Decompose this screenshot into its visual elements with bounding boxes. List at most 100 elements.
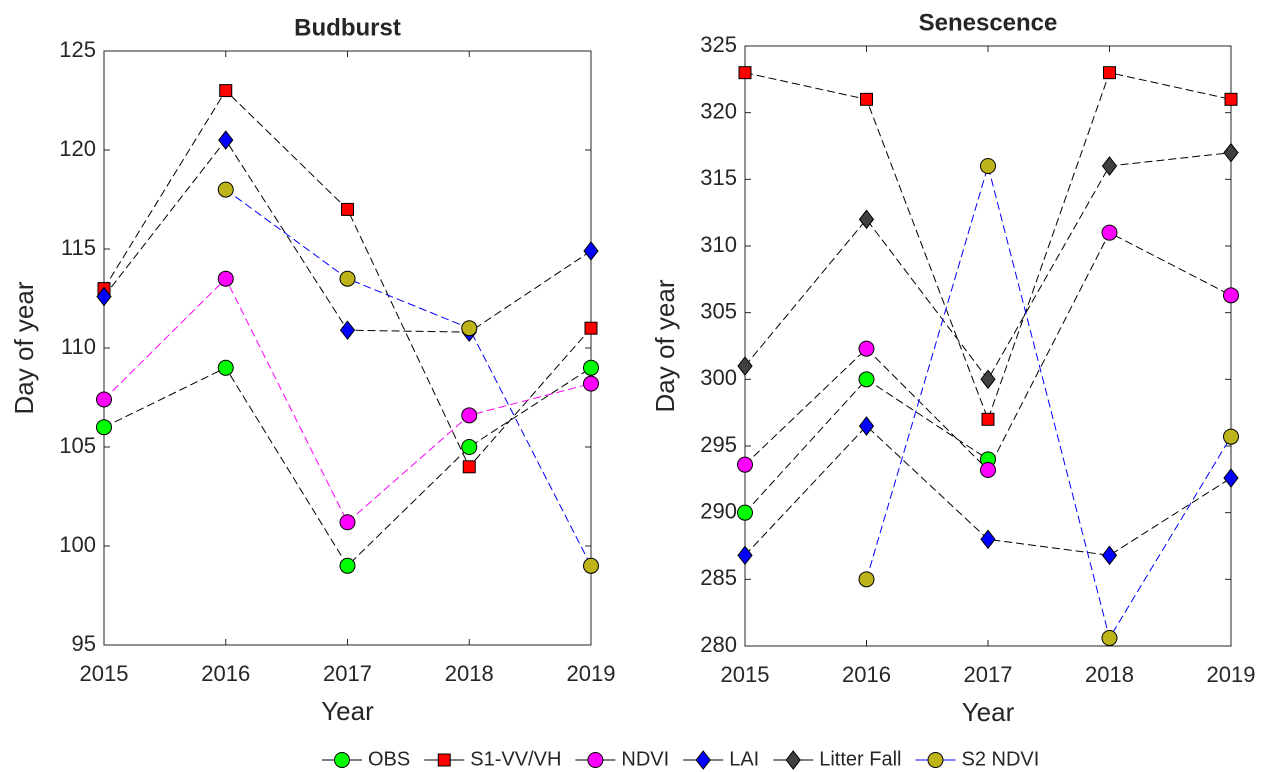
marker bbox=[1101, 630, 1118, 646]
plot-area bbox=[744, 45, 1232, 647]
y-tick-label: 125 bbox=[59, 37, 96, 62]
marker bbox=[339, 514, 356, 531]
marker bbox=[461, 439, 478, 455]
y-tick-label: 325 bbox=[700, 32, 737, 57]
marker bbox=[858, 209, 875, 230]
marker bbox=[927, 752, 944, 768]
x-tick-label: 2016 bbox=[201, 661, 250, 686]
x-tick-label: 2017 bbox=[323, 661, 372, 686]
marker bbox=[981, 412, 995, 426]
marker bbox=[695, 750, 711, 770]
y-tick-label: 320 bbox=[700, 98, 737, 123]
legend-item: OBS bbox=[322, 748, 410, 770]
marker bbox=[461, 320, 478, 337]
y-tick-label: 120 bbox=[59, 136, 96, 161]
y-axis-label: Day of year bbox=[9, 281, 39, 414]
marker bbox=[339, 320, 356, 340]
y-axis-label: Day of year bbox=[650, 279, 680, 412]
x-tick-label: 2015 bbox=[721, 662, 770, 687]
legend-label: S1-VV/VH bbox=[470, 748, 561, 770]
marker bbox=[1103, 66, 1116, 80]
marker bbox=[462, 460, 476, 474]
marker bbox=[584, 321, 598, 335]
legend-label: S2 NDVI bbox=[961, 748, 1039, 770]
marker bbox=[785, 750, 801, 770]
legend-item: NDVI bbox=[575, 748, 669, 770]
y-tick-label: 110 bbox=[61, 334, 96, 359]
series-line bbox=[103, 277, 592, 524]
marker bbox=[980, 529, 996, 550]
marker bbox=[461, 407, 478, 424]
x-tick-label: 2017 bbox=[964, 662, 1013, 687]
marker bbox=[858, 340, 875, 357]
legend-label: OBS bbox=[368, 748, 410, 770]
x-tick-label: 2019 bbox=[1207, 662, 1256, 687]
y-tick-label: 285 bbox=[700, 565, 737, 590]
x-axis-label: Year bbox=[321, 696, 374, 726]
marker bbox=[1101, 224, 1118, 241]
marker bbox=[1101, 156, 1118, 176]
y-tick-label: 295 bbox=[700, 432, 737, 457]
marker bbox=[334, 752, 350, 768]
y-tick-label: 310 bbox=[700, 232, 737, 257]
y-tick-label: 95 bbox=[72, 631, 96, 656]
y-tick-label: 100 bbox=[59, 532, 96, 557]
marker bbox=[217, 359, 234, 376]
series-line bbox=[225, 189, 592, 567]
marker bbox=[737, 504, 753, 521]
marker bbox=[1223, 142, 1239, 163]
marker bbox=[437, 753, 451, 767]
y-tick-label: 290 bbox=[700, 498, 737, 523]
marker bbox=[217, 270, 234, 287]
marker bbox=[980, 369, 996, 390]
marker bbox=[341, 202, 354, 216]
series-line bbox=[866, 164, 1232, 640]
marker bbox=[858, 571, 875, 588]
legend-item: S2 NDVI bbox=[915, 748, 1039, 770]
chart-title: Senescence bbox=[919, 9, 1058, 36]
marker bbox=[1223, 287, 1239, 304]
marker bbox=[587, 752, 604, 768]
legend-label: Litter Fall bbox=[819, 748, 901, 770]
marker bbox=[737, 356, 753, 376]
y-tick-label: 280 bbox=[700, 632, 737, 657]
x-tick-label: 2018 bbox=[445, 661, 494, 686]
legend-label: LAI bbox=[729, 748, 759, 770]
marker bbox=[1223, 428, 1239, 445]
x-axis-label: Year bbox=[962, 697, 1015, 727]
marker bbox=[737, 456, 753, 473]
chart-title: Budburst bbox=[294, 14, 401, 41]
marker bbox=[96, 286, 112, 307]
marker bbox=[738, 66, 752, 80]
marker bbox=[980, 158, 996, 174]
marker bbox=[339, 270, 356, 287]
marker bbox=[583, 375, 599, 392]
marker bbox=[583, 557, 599, 574]
marker bbox=[583, 241, 599, 261]
y-tick-label: 105 bbox=[59, 433, 96, 458]
marker bbox=[980, 462, 996, 478]
legend-item: Litter Fall bbox=[773, 748, 901, 770]
x-tick-label: 2015 bbox=[80, 661, 129, 686]
marker bbox=[1224, 92, 1238, 106]
y-tick-label: 115 bbox=[61, 235, 96, 260]
marker bbox=[737, 545, 753, 566]
marker bbox=[1101, 545, 1118, 566]
marker bbox=[217, 181, 234, 198]
y-tick-label: 315 bbox=[700, 165, 737, 190]
plot-area bbox=[103, 50, 592, 646]
legend-label: NDVI bbox=[621, 748, 669, 770]
marker bbox=[218, 130, 234, 150]
x-tick-label: 2016 bbox=[842, 662, 891, 687]
marker bbox=[96, 419, 112, 436]
y-tick-label: 305 bbox=[700, 298, 737, 323]
y-tick-label: 300 bbox=[700, 365, 737, 390]
marker bbox=[1223, 468, 1239, 488]
marker bbox=[858, 416, 875, 436]
x-tick-label: 2018 bbox=[1085, 662, 1134, 687]
marker bbox=[858, 371, 875, 388]
x-tick-label: 2019 bbox=[567, 661, 616, 686]
marker bbox=[339, 557, 356, 574]
marker bbox=[219, 84, 233, 98]
